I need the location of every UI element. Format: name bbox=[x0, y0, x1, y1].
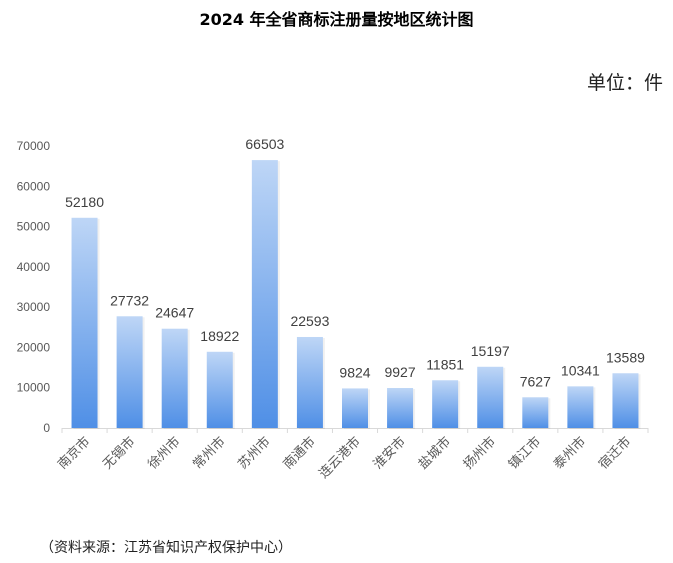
category-label: 宿迁市 bbox=[595, 434, 634, 473]
data-label: 52180 bbox=[65, 194, 104, 210]
y-tick-label: 70000 bbox=[17, 139, 51, 153]
y-tick-label: 30000 bbox=[17, 300, 51, 314]
bar bbox=[251, 160, 278, 428]
y-tick-label: 20000 bbox=[17, 340, 51, 354]
bar bbox=[206, 351, 233, 428]
category-label: 常州市 bbox=[190, 434, 229, 473]
data-label: 24647 bbox=[155, 305, 194, 321]
data-label: 11851 bbox=[426, 356, 464, 372]
data-label: 9927 bbox=[384, 364, 415, 380]
data-label: 10341 bbox=[561, 362, 600, 378]
category-label: 扬州市 bbox=[460, 434, 499, 473]
category-label: 连云港市 bbox=[316, 434, 364, 482]
bar bbox=[296, 336, 323, 428]
data-label: 27732 bbox=[110, 292, 149, 308]
data-label: 9824 bbox=[339, 364, 370, 380]
y-tick-label: 60000 bbox=[17, 179, 51, 193]
category-label: 镇江市 bbox=[505, 434, 544, 473]
category-label: 徐州市 bbox=[145, 434, 184, 473]
category-label: 盐城市 bbox=[415, 434, 454, 473]
y-tick-label: 40000 bbox=[17, 260, 51, 274]
category-label: 苏州市 bbox=[235, 434, 274, 473]
category-label: 泰州市 bbox=[550, 434, 589, 473]
bar bbox=[387, 388, 414, 428]
data-label: 7627 bbox=[520, 373, 551, 389]
category-label: 南通市 bbox=[280, 434, 319, 473]
bar bbox=[161, 328, 188, 428]
bar bbox=[522, 397, 549, 428]
bar bbox=[71, 217, 98, 428]
y-tick-label: 0 bbox=[43, 421, 50, 435]
category-label: 淮安市 bbox=[370, 434, 409, 473]
unit-label: 单位：件 bbox=[586, 72, 663, 94]
y-tick-label: 10000 bbox=[17, 381, 51, 395]
data-label: 22593 bbox=[290, 313, 329, 329]
chart-title: 2024 年全省商标注册量按地区统计图 bbox=[199, 10, 474, 29]
bar bbox=[477, 366, 504, 428]
bar bbox=[116, 316, 143, 428]
bar bbox=[612, 373, 639, 428]
category-label: 无锡市 bbox=[100, 434, 139, 473]
data-label: 15197 bbox=[471, 343, 510, 359]
data-label: 13589 bbox=[606, 349, 645, 365]
data-label: 18922 bbox=[200, 328, 239, 344]
bar bbox=[432, 380, 459, 428]
bar bbox=[342, 388, 368, 428]
source-note: （资料来源：江苏省知识产权保护中心） bbox=[40, 540, 292, 556]
y-tick-label: 50000 bbox=[17, 220, 51, 234]
bar bbox=[567, 386, 594, 428]
data-label: 66503 bbox=[245, 136, 284, 152]
category-label: 南京市 bbox=[54, 434, 93, 473]
